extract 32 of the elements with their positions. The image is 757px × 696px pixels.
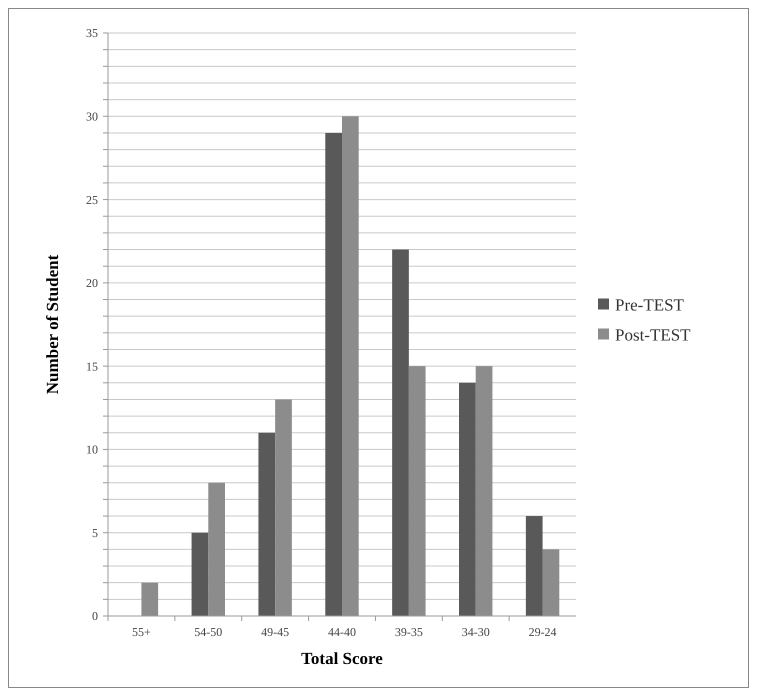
bar	[342, 116, 359, 616]
x-tick-label: 29-24	[528, 625, 557, 639]
bar	[526, 516, 543, 616]
y-tick-label: 20	[86, 276, 98, 290]
bar	[208, 482, 225, 616]
y-tick-label: 35	[86, 26, 98, 40]
x-axis-title: Total Score	[301, 649, 384, 668]
bar	[325, 132, 342, 616]
bar	[275, 399, 292, 616]
y-axis-title: Number of Student	[43, 254, 62, 394]
bar	[542, 549, 560, 616]
x-tick-label: 54-50	[194, 625, 222, 639]
y-tick-label: 0	[92, 609, 98, 624]
x-tick-label: 44-40	[328, 625, 356, 639]
bar	[459, 382, 476, 616]
y-tick-label: 30	[86, 109, 98, 124]
bar	[192, 532, 208, 616]
y-tick-label: 15	[86, 359, 98, 374]
y-tick-label: 25	[86, 192, 98, 207]
legend-label: Pre-TEST	[615, 295, 685, 314]
x-tick-label: 34-30	[462, 625, 490, 639]
y-tick-label: 5	[92, 526, 98, 540]
x-tick-label: 55+	[132, 625, 152, 639]
bar	[258, 432, 276, 616]
x-tick-label: 39-35	[394, 625, 423, 639]
y-tick-label: 10	[86, 442, 98, 457]
bar	[408, 366, 426, 616]
x-tick-label: 49-45	[261, 625, 290, 639]
bar	[476, 366, 492, 616]
bar	[392, 250, 409, 616]
legend-label: Post-TEST	[615, 325, 692, 344]
bar	[141, 582, 158, 616]
